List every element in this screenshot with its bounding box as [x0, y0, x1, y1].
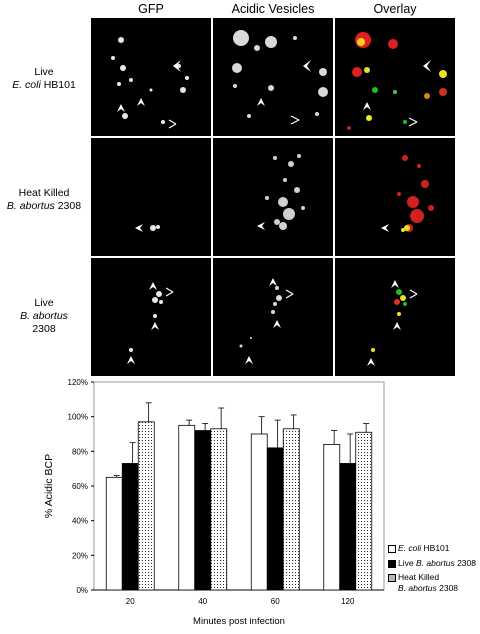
- y-tick-label: 120%: [68, 378, 88, 387]
- bar: [105, 476, 123, 591]
- bar: [178, 424, 196, 591]
- y-tick-label: 20%: [72, 551, 88, 560]
- bar: [323, 444, 341, 591]
- chart-legend: E. coli HB101 Live B. abortus 2308 Heat …: [388, 543, 480, 597]
- micrograph-acidic-live-ecoli: [213, 18, 333, 136]
- x-tick-label: 120: [341, 597, 355, 606]
- y-axis-label: % Acidic BCP: [43, 454, 55, 518]
- micrograph-acidic-live-babortus: [213, 258, 333, 376]
- y-tick-label: 0%: [76, 586, 88, 595]
- legend-item-live-babortus: Live B. abortus 2308: [388, 558, 480, 569]
- x-tick-label: 20: [126, 597, 135, 606]
- row-label-live-babortus: Live B. abortus 2308: [20, 297, 68, 335]
- y-tick-label: 80%: [72, 447, 88, 456]
- micrograph-overlay-live-ecoli: [335, 18, 455, 136]
- y-tick-label: 60%: [72, 482, 88, 491]
- legend-swatch-dotted: [388, 574, 396, 582]
- legend-swatch-black: [388, 559, 396, 568]
- column-header-overlay: Overlay: [373, 2, 417, 16]
- bar: [121, 463, 139, 591]
- micrograph-overlay-heat-killed: [335, 138, 455, 256]
- y-tick-label: 40%: [72, 517, 88, 526]
- bar: [210, 428, 228, 591]
- bar: [137, 421, 155, 591]
- micrograph-gfp-heat-killed: [91, 138, 211, 256]
- bar: [355, 431, 373, 591]
- micrograph-overlay-live-babortus: [335, 258, 455, 376]
- bar: [250, 433, 268, 591]
- bar: [194, 430, 212, 591]
- micrograph-gfp-live-ecoli: [91, 18, 211, 136]
- x-axis-label: Minutes post infection: [193, 616, 285, 627]
- bar: [282, 428, 300, 591]
- bar-chart: 0% 20% 40% 60% 80% 100% 120% 20 40 60 120 Minutes p…: [43, 378, 385, 627]
- micrograph-acidic-heat-killed: [213, 138, 333, 256]
- column-header-acidic-vesicles: Acidic Vesicles: [231, 2, 315, 16]
- y-tick-label: 100%: [68, 413, 88, 422]
- row-label-heat-killed-babortus: Heat Killed B. abortus 2308: [6, 187, 82, 212]
- legend-item-heat-killed: Heat Killed B. abortus 2308: [388, 572, 480, 593]
- column-header-gfp: GFP: [138, 2, 164, 16]
- row-label-live-ecoli: Live E. coli HB101: [12, 66, 76, 91]
- legend-swatch-white: [388, 545, 396, 553]
- legend-item-ecoli: E. coli HB101: [388, 543, 480, 554]
- bar: [339, 463, 357, 591]
- x-tick-label: 40: [198, 597, 207, 606]
- micrograph-gfp-live-babortus: [91, 258, 211, 376]
- bar: [266, 447, 284, 591]
- x-tick-label: 60: [271, 597, 280, 606]
